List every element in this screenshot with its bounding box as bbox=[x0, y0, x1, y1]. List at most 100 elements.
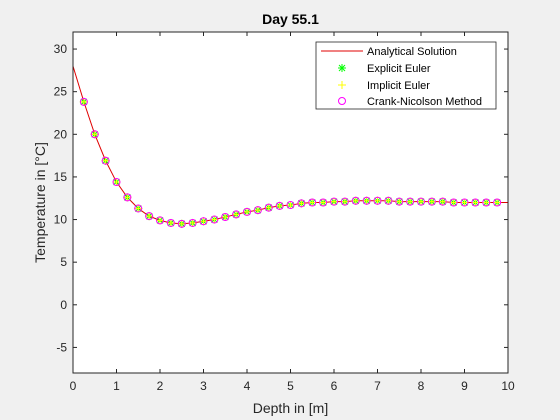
x-tick-label: 8 bbox=[418, 379, 425, 393]
point-crank-nicolson-method bbox=[417, 197, 425, 206]
legend-label-analytical: Analytical Solution bbox=[367, 46, 457, 58]
point-implicit-euler bbox=[351, 196, 360, 205]
point-crank-nicolson-method bbox=[286, 201, 295, 210]
x-tick-label: 6 bbox=[331, 379, 338, 393]
point-crank-nicolson-method bbox=[177, 219, 186, 228]
legend-label-explicit: Explicit Euler bbox=[367, 63, 431, 75]
point-crank-nicolson-method bbox=[471, 198, 480, 207]
point-implicit-euler bbox=[406, 197, 415, 206]
point-implicit-euler bbox=[243, 207, 251, 216]
point-implicit-euler bbox=[340, 197, 349, 206]
point-crank-nicolson-method bbox=[221, 212, 230, 221]
point-implicit-euler bbox=[482, 198, 491, 207]
x-tick-label: 9 bbox=[461, 379, 468, 393]
y-tick-label: -5 bbox=[56, 340, 67, 354]
x-tick-label: 3 bbox=[200, 379, 207, 393]
x-tick-label: 5 bbox=[287, 379, 294, 393]
point-implicit-euler bbox=[188, 218, 197, 227]
point-crank-nicolson-method bbox=[232, 210, 241, 219]
point-implicit-euler bbox=[417, 197, 425, 206]
point-implicit-euler bbox=[460, 198, 469, 207]
point-crank-nicolson-method bbox=[243, 207, 251, 216]
point-crank-nicolson-method bbox=[330, 197, 338, 206]
x-tick-label: 10 bbox=[501, 379, 515, 393]
point-implicit-euler bbox=[384, 196, 393, 205]
point-crank-nicolson-method bbox=[427, 197, 436, 206]
point-crank-nicolson-method bbox=[90, 130, 99, 139]
legend-label-implicit: Implicit Euler bbox=[367, 80, 430, 92]
point-crank-nicolson-method bbox=[264, 203, 273, 212]
point-implicit-euler bbox=[79, 97, 88, 106]
point-crank-nicolson-method bbox=[308, 198, 317, 207]
point-crank-nicolson-method bbox=[166, 218, 175, 227]
point-implicit-euler bbox=[286, 201, 295, 210]
point-implicit-euler bbox=[438, 197, 447, 206]
point-implicit-euler bbox=[395, 197, 404, 206]
legend-swatch-explicit bbox=[338, 64, 346, 72]
point-crank-nicolson-method bbox=[210, 215, 219, 224]
point-implicit-euler bbox=[101, 156, 110, 165]
y-axis: -5 0 5 10 15 20 25 30 bbox=[54, 42, 508, 354]
point-crank-nicolson-method bbox=[134, 204, 143, 213]
point-implicit-euler bbox=[221, 212, 230, 221]
point-implicit-euler bbox=[253, 206, 262, 215]
y-tick-label: 25 bbox=[54, 85, 68, 99]
y-tick-label: 20 bbox=[54, 127, 68, 141]
point-implicit-euler bbox=[112, 178, 121, 187]
point-crank-nicolson-method bbox=[319, 198, 328, 207]
point-crank-nicolson-method bbox=[199, 217, 208, 226]
point-crank-nicolson-method bbox=[340, 197, 349, 206]
point-implicit-euler bbox=[123, 193, 132, 202]
x-tick-label: 1 bbox=[113, 379, 120, 393]
x-axis-label: Depth in [m] bbox=[253, 400, 328, 416]
point-crank-nicolson-method bbox=[188, 218, 197, 227]
point-crank-nicolson-method bbox=[373, 196, 382, 205]
point-crank-nicolson-method bbox=[406, 197, 415, 206]
series-layer bbox=[72, 65, 508, 228]
point-crank-nicolson-method bbox=[145, 212, 154, 221]
point-implicit-euler bbox=[264, 203, 273, 212]
point-implicit-euler bbox=[134, 204, 143, 213]
y-tick-label: 15 bbox=[54, 170, 68, 184]
chart-title: Day 55.1 bbox=[262, 11, 319, 27]
point-crank-nicolson-method bbox=[351, 196, 360, 205]
x-tick-label: 4 bbox=[244, 379, 251, 393]
legend-swatch-crank-nicolson bbox=[338, 97, 346, 105]
point-implicit-euler bbox=[471, 198, 480, 207]
point-crank-nicolson-method bbox=[79, 97, 88, 106]
legend: Analytical Solution Explicit Euler Impli… bbox=[315, 41, 497, 110]
point-crank-nicolson-method bbox=[275, 201, 284, 210]
point-implicit-euler bbox=[373, 196, 382, 205]
y-tick-label: 10 bbox=[54, 213, 68, 227]
point-implicit-euler bbox=[427, 197, 436, 206]
point-implicit-euler bbox=[145, 212, 154, 221]
point-implicit-euler bbox=[232, 210, 241, 219]
point-implicit-euler bbox=[493, 198, 502, 207]
point-implicit-euler bbox=[308, 198, 317, 207]
x-tick-label: 2 bbox=[157, 379, 164, 393]
point-implicit-euler bbox=[330, 197, 338, 206]
point-implicit-euler bbox=[297, 199, 306, 208]
point-crank-nicolson-method bbox=[493, 198, 502, 207]
point-crank-nicolson-method bbox=[362, 196, 371, 205]
y-tick-label: 30 bbox=[54, 42, 68, 56]
point-crank-nicolson-method bbox=[449, 198, 458, 207]
point-implicit-euler bbox=[319, 198, 328, 207]
point-implicit-euler bbox=[199, 217, 208, 226]
point-crank-nicolson-method bbox=[438, 197, 447, 206]
point-crank-nicolson-method bbox=[123, 193, 132, 202]
point-crank-nicolson-method bbox=[460, 198, 469, 207]
point-implicit-euler bbox=[177, 219, 186, 228]
point-implicit-euler bbox=[210, 215, 219, 224]
point-crank-nicolson-method bbox=[297, 199, 306, 208]
point-crank-nicolson-method bbox=[253, 206, 262, 215]
point-crank-nicolson-method bbox=[112, 178, 121, 187]
point-implicit-euler bbox=[275, 201, 284, 210]
point-crank-nicolson-method bbox=[482, 198, 491, 207]
point-crank-nicolson-method bbox=[156, 216, 164, 225]
point-implicit-euler bbox=[362, 196, 371, 205]
y-tick-label: 5 bbox=[60, 255, 67, 269]
legend-box bbox=[315, 41, 497, 110]
point-crank-nicolson-method bbox=[395, 197, 404, 206]
point-implicit-euler bbox=[166, 218, 175, 227]
